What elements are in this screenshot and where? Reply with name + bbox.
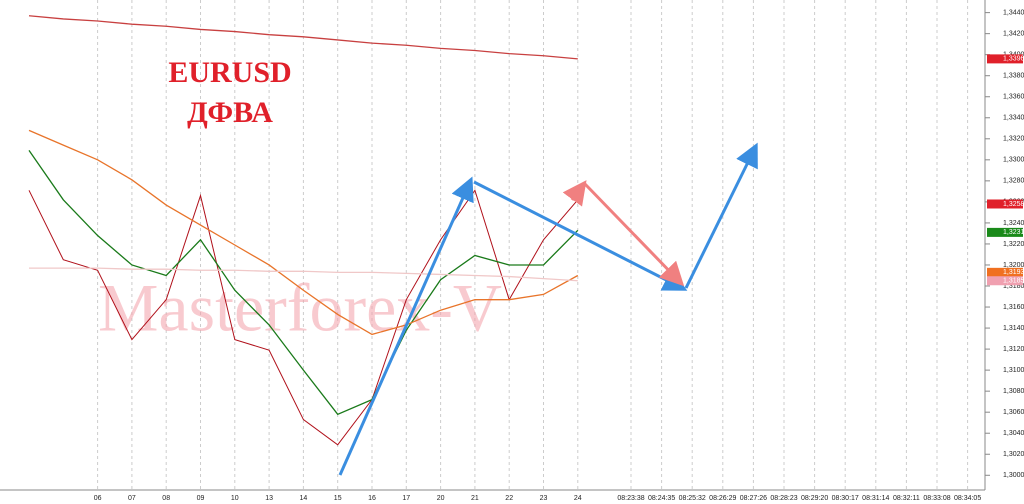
y-tick-label: 1,3300 <box>1003 157 1024 164</box>
y-tick-label: 1,3440 <box>1003 9 1024 16</box>
arrow <box>562 180 587 207</box>
price-label-box <box>987 54 1023 64</box>
x-tick-label: 17 <box>402 495 410 502</box>
price-label-box <box>987 199 1023 209</box>
y-tick-label: 1,3080 <box>1003 388 1024 395</box>
y-tick-label: 1,3320 <box>1003 136 1024 143</box>
arrow <box>338 176 474 476</box>
x-tick-label: 08:33:08 <box>923 495 950 502</box>
series-line <box>29 267 578 282</box>
x-tick-label: 13 <box>265 495 273 502</box>
y-tick-label: 1,3180 <box>1003 283 1024 290</box>
x-tick-label: 22 <box>505 495 513 502</box>
y-tick-label: 1,3160 <box>1003 304 1024 311</box>
y-tick-label: 1,3200 <box>1003 262 1024 269</box>
y-tick-label: 1,3240 <box>1003 220 1024 227</box>
x-tick-label: 16 <box>368 495 376 502</box>
price-label: 1,3193 <box>1003 269 1024 276</box>
arrow <box>684 142 758 289</box>
price-label: 1,3258 <box>1003 201 1024 208</box>
series-line <box>28 189 579 446</box>
y-tick-label: 1,3280 <box>1003 178 1024 185</box>
x-tick-label: 08:34:05 <box>954 495 981 502</box>
forecast-arrows <box>338 142 758 476</box>
y-tick-label: 1,3060 <box>1003 409 1024 416</box>
y-tick-label: 1,3220 <box>1003 241 1024 248</box>
x-tick-label: 08:26:29 <box>709 495 736 502</box>
x-tick-label: 08:24:35 <box>648 495 675 502</box>
x-tick-label: 08:27:26 <box>740 495 767 502</box>
watermark: Masterforex-V <box>98 270 502 346</box>
x-tick-label: 09 <box>197 495 205 502</box>
price-label: 1,3185 <box>1003 278 1024 285</box>
x-tick-label: 14 <box>300 495 308 502</box>
y-tick-label: 1,3140 <box>1003 325 1024 332</box>
price-label-box <box>987 227 1023 237</box>
y-tick-label: 1,3000 <box>1003 472 1024 479</box>
x-tick-label: 08:23:38 <box>617 495 644 502</box>
x-tick-label: 08:29:20 <box>801 495 828 502</box>
x-tick-label: 08:28:23 <box>770 495 797 502</box>
price-label-box <box>987 276 1023 286</box>
price-label: 1,3231 <box>1003 229 1024 236</box>
y-tick-label: 1,3100 <box>1003 367 1024 374</box>
x-tick-label: 08:25:32 <box>679 495 706 502</box>
y-tick-label: 1,3420 <box>1003 30 1024 37</box>
series-line <box>28 15 578 60</box>
plot: 1,3396 1,3258 1,3231 1,3193 1,3185 <box>28 15 1024 446</box>
y-tick-label: 1,3360 <box>1003 94 1024 101</box>
series-line <box>28 149 579 416</box>
y-tick-label: 1,3120 <box>1003 346 1024 353</box>
x-tick-label: 10 <box>231 495 239 502</box>
x-tick-label: 08:32:11 <box>893 495 920 502</box>
arrow <box>583 182 685 287</box>
y-tick-label: 1,3040 <box>1003 430 1024 437</box>
x-tick-label: 07 <box>128 495 136 502</box>
x-tick-label: 24 <box>574 495 582 502</box>
x-tick-label: 06 <box>94 495 102 502</box>
x-tick-label: 23 <box>540 495 548 502</box>
x-tick-label: 21 <box>471 495 479 502</box>
series-line <box>28 129 579 336</box>
price-label-box <box>987 267 1023 277</box>
arrow <box>473 180 688 291</box>
x-tick-label: 20 <box>437 495 445 502</box>
chart-subtitle: ДФВА <box>187 96 273 129</box>
y-tick-label: 1,3020 <box>1003 451 1024 458</box>
y-tick-label: 1,3340 <box>1003 115 1024 122</box>
y-tick-label: 1,3380 <box>1003 73 1024 80</box>
x-tick-label: 08:30:17 <box>832 495 859 502</box>
grid: 1,3000 1,3020 1,3040 1,3060 1,3080 1,3100 1,31… <box>94 0 1024 502</box>
x-tick-label: 08:31:14 <box>862 495 889 502</box>
x-tick-label: 15 <box>334 495 342 502</box>
chart-title: EURUSD <box>168 56 291 89</box>
x-tick-label: 08 <box>162 495 170 502</box>
price-label: 1,3396 <box>1003 56 1024 63</box>
